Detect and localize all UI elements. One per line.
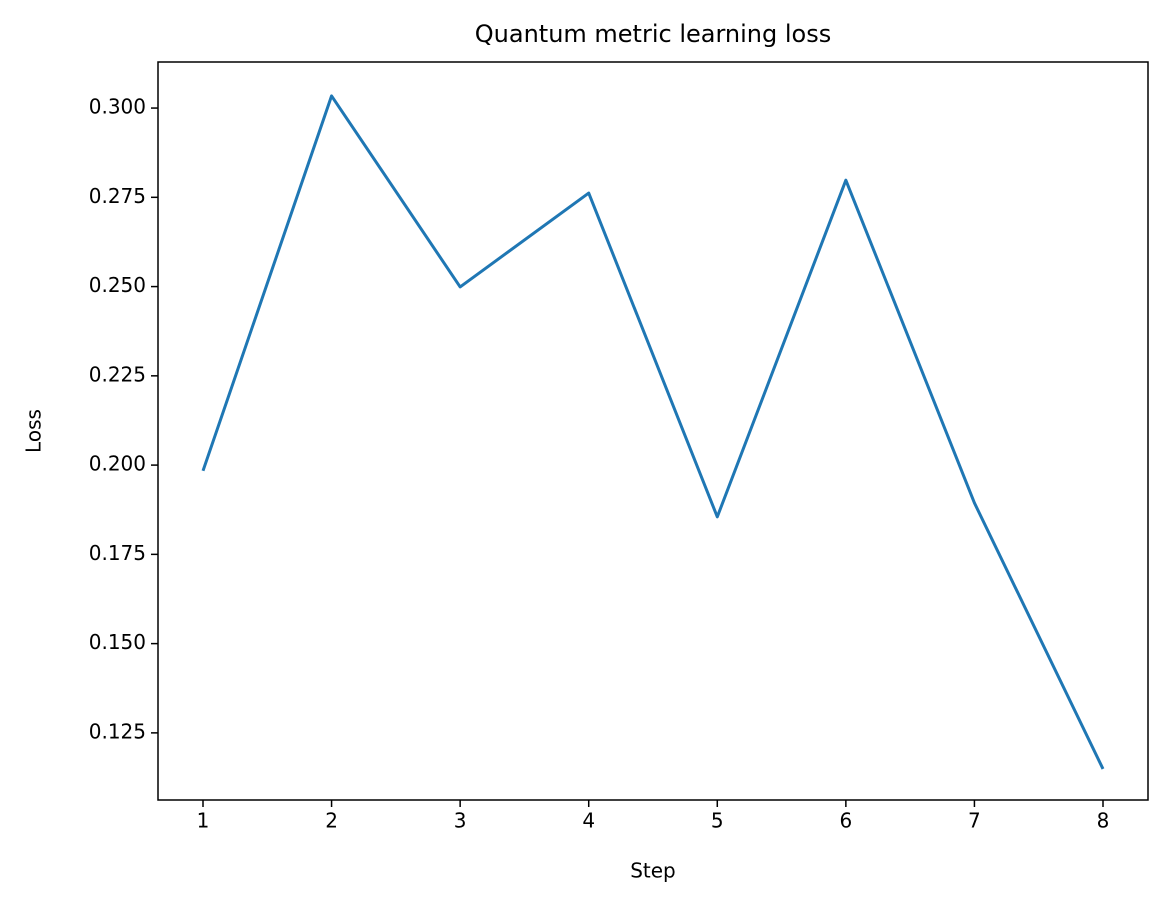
plot-frame: [157, 61, 1149, 801]
y-tick-label: 0.200: [89, 452, 146, 476]
x-tick-label: 4: [582, 809, 595, 833]
x-tick-label: 2: [325, 809, 338, 833]
x-tick-label: 6: [839, 809, 852, 833]
y-tick-label: 0.225: [89, 362, 146, 386]
y-axis-label: Loss: [22, 409, 46, 453]
y-tick-label: 0.175: [89, 541, 146, 565]
y-tick-label: 0.250: [89, 273, 146, 297]
y-tick-label: 0.300: [89, 95, 146, 119]
x-axis-label: Step: [630, 859, 676, 883]
x-tick-label: 7: [968, 809, 981, 833]
line-series: [201, 94, 1105, 770]
x-tick-label: 1: [197, 809, 210, 833]
y-tick-label: 0.125: [89, 719, 146, 743]
y-tick-label: 0.150: [89, 630, 146, 654]
x-tick-label: 5: [711, 809, 724, 833]
chart-title: Quantum metric learning loss: [475, 20, 831, 48]
x-tick-label: 8: [1097, 809, 1110, 833]
y-tick-label: 0.275: [89, 184, 146, 208]
x-tick-label: 3: [454, 809, 467, 833]
